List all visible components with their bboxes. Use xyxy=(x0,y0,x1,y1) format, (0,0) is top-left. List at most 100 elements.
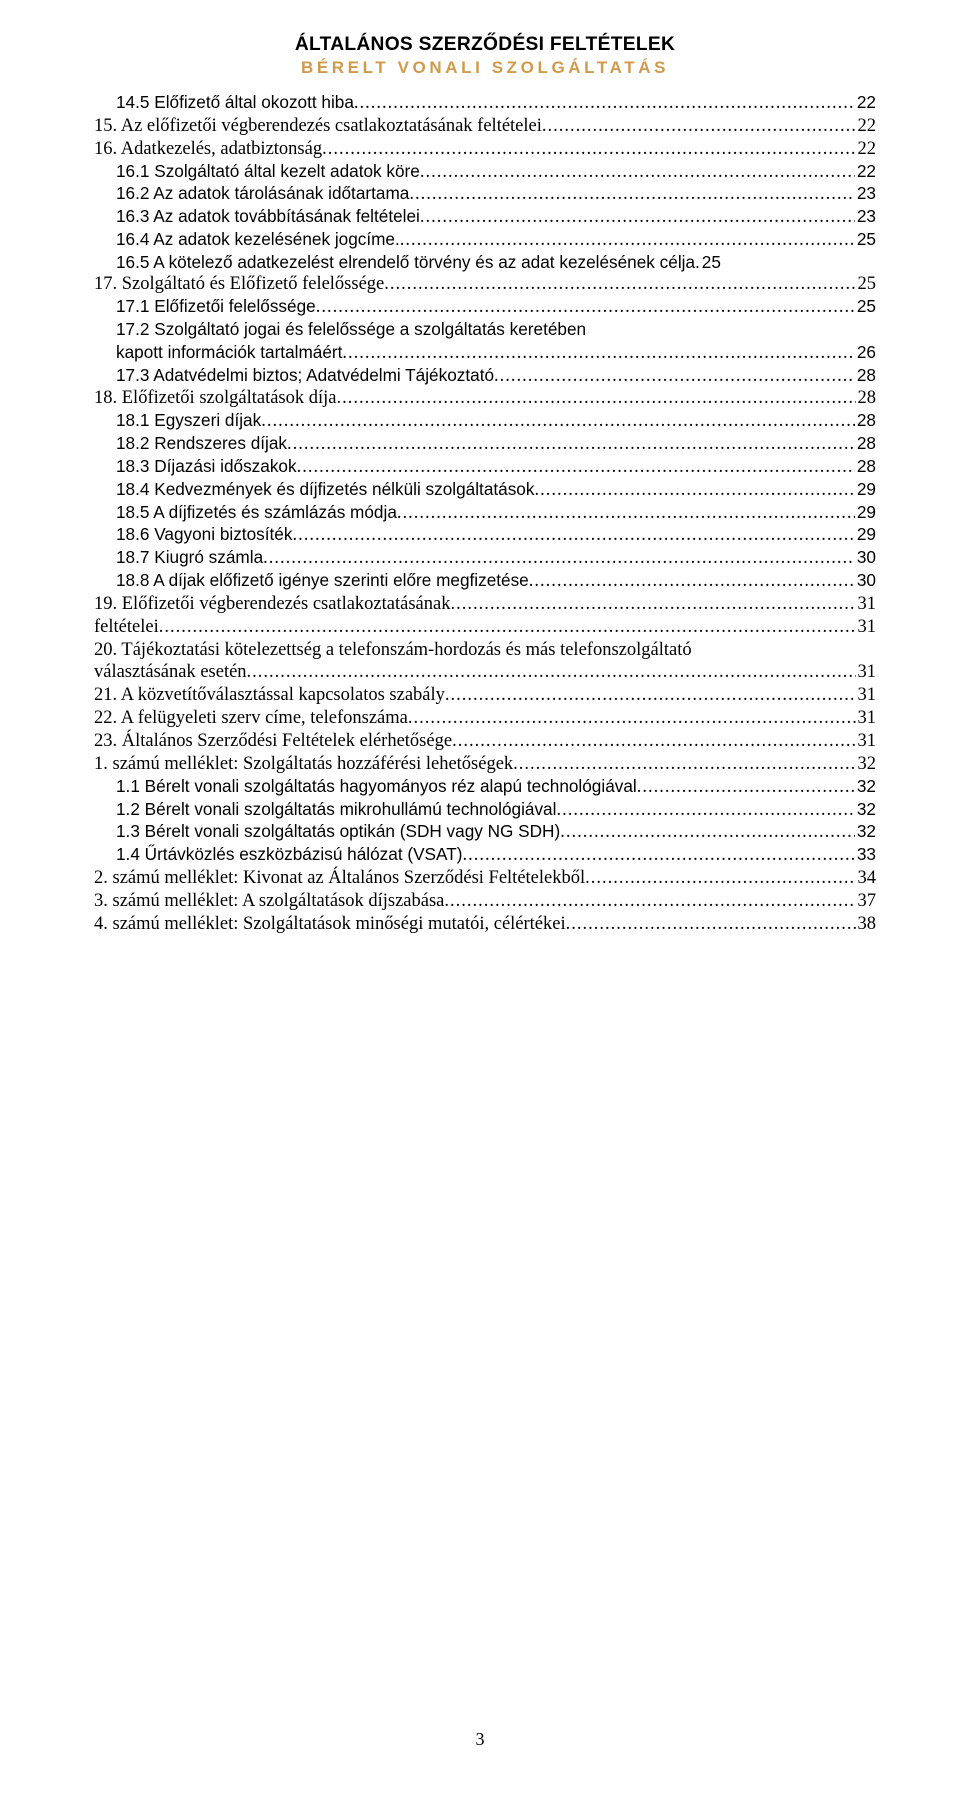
toc-label: 16.5 A kötelező adatkezelést elrendelő t… xyxy=(116,252,700,273)
toc-entry: 18. Előfizetői szolgáltatások díja 28 xyxy=(94,387,876,410)
toc-entry: 16.2 Az adatok tárolásának időtartama 23 xyxy=(94,183,876,206)
toc-label: 17.2 Szolgáltató jogai és felelőssége a … xyxy=(116,319,586,339)
toc-leader-dots xyxy=(534,479,854,502)
toc-page-number: 31 xyxy=(856,661,877,684)
toc-entry: 17. Szolgáltató és Előfizető felelőssége… xyxy=(94,273,876,296)
toc-leader-dots xyxy=(263,547,855,570)
toc-page-number: 31 xyxy=(856,616,877,639)
toc-leader-dots xyxy=(316,296,855,319)
toc-leader-dots xyxy=(585,867,855,890)
toc-label: 17.1 Előfizetői felelőssége xyxy=(116,296,316,317)
toc-leader-dots xyxy=(444,890,855,913)
toc-page-number: 30 xyxy=(855,547,876,568)
toc-leader-dots xyxy=(445,684,856,707)
toc-label: 18.6 Vagyoni biztosíték xyxy=(116,524,292,545)
toc-leader-dots xyxy=(542,115,856,138)
toc-leader-dots xyxy=(566,913,856,936)
toc-entry: 3. számú melléklet: A szolgáltatások díj… xyxy=(94,890,876,913)
toc-page-number: 29 xyxy=(855,502,876,523)
toc-page-number: 28 xyxy=(855,433,876,454)
toc-page-number: 25 xyxy=(855,296,876,317)
toc-leader-dots xyxy=(420,161,855,184)
toc-page-number: 31 xyxy=(856,730,877,753)
toc-page-number: 38 xyxy=(856,913,877,936)
toc-label: 22. A felügyeleti szerv címe, telefonszá… xyxy=(94,707,408,730)
toc-label: 23. Általános Szerződési Feltételek elér… xyxy=(94,730,452,753)
toc-label: 16.4 Az adatok kezelésének jogcíme. xyxy=(116,229,400,250)
toc-entry: 18.3 Díjazási időszakok 28 xyxy=(94,456,876,479)
toc-entry: 1. számú melléklet: Szolgáltatás hozzáfé… xyxy=(94,753,876,776)
toc-page-number: 32 xyxy=(855,799,876,820)
toc-page-number: 30 xyxy=(855,570,876,591)
toc-page-number: 31 xyxy=(856,684,877,707)
toc-page-number: 22 xyxy=(855,92,876,113)
toc-entry: 23. Általános Szerződési Feltételek elér… xyxy=(94,730,876,753)
toc-page-number: 32 xyxy=(855,776,876,797)
toc-leader-dots xyxy=(452,730,855,753)
page-number: 3 xyxy=(0,1729,960,1750)
toc-label: 20. Tájékoztatási kötelezettség a telefo… xyxy=(94,640,692,660)
toc-entry: 16.1 Szolgáltató által kezelt adatok kör… xyxy=(94,161,876,184)
toc-leader-dots xyxy=(513,753,855,776)
toc-label: 18.7 Kiugró számla xyxy=(116,547,263,568)
toc-label: 16. Adatkezelés, adatbiztonság xyxy=(94,138,322,161)
toc-entry: 16.4 Az adatok kezelésének jogcíme. 25 xyxy=(94,229,876,252)
toc-entry: 1.4 Űrtávközlés eszközbázisú hálózat (VS… xyxy=(94,844,876,867)
toc-page-number: 26 xyxy=(855,342,876,363)
toc-entry: 18.4 Kedvezmények és díjfizetés nélküli … xyxy=(94,479,876,502)
document-page: ÁLTALÁNOS SZERZŐDÉSI FELTÉTELEK BÉRELT V… xyxy=(0,0,960,1796)
toc-page-number: 29 xyxy=(855,524,876,545)
toc-page-number: 32 xyxy=(855,821,876,842)
toc-leader-dots xyxy=(384,273,855,296)
toc-leader-dots xyxy=(450,593,855,616)
toc-page-number: 25 xyxy=(856,273,877,296)
toc-label: 18. Előfizetői szolgáltatások díja xyxy=(94,387,337,410)
toc-entry: 18.6 Vagyoni biztosíték 29 xyxy=(94,524,876,547)
toc-leader-dots xyxy=(637,776,855,799)
toc-label: 2. számú melléklet: Kivonat az Általános… xyxy=(94,867,585,890)
toc-entry: 14.5 Előfizető által okozott hiba 22 xyxy=(94,92,876,115)
toc-label: 16.1 Szolgáltató által kezelt adatok kör… xyxy=(116,161,420,182)
toc-label: 4. számú melléklet: Szolgáltatások minős… xyxy=(94,913,566,936)
toc-leader-dots xyxy=(159,616,856,639)
toc-entry: 18.5 A díjfizetés és számlázás módja 29 xyxy=(94,502,876,525)
toc-label: 19. Előfizetői végberendezés csatlakozta… xyxy=(94,593,450,616)
toc-leader-dots xyxy=(420,206,855,229)
toc-label: 1.3 Bérelt vonali szolgáltatás optikán (… xyxy=(116,821,560,842)
toc-label: 15. Az előfizetői végberendezés csatlako… xyxy=(94,115,542,138)
toc-leader-dots xyxy=(494,365,855,388)
toc-leader-dots xyxy=(408,707,856,730)
toc-entry: 18.8 A díjak előfizető igénye szerinti e… xyxy=(94,570,876,593)
toc-page-number: 25 xyxy=(855,229,876,250)
toc-entry: 16. Adatkezelés, adatbiztonság 22 xyxy=(94,138,876,161)
toc-entry: feltételei 31 xyxy=(94,616,876,639)
toc-leader-dots xyxy=(247,661,856,684)
toc-page-number: 23 xyxy=(855,183,876,204)
toc-label: 1.2 Bérelt vonali szolgáltatás mikrohull… xyxy=(116,799,556,820)
toc-leader-dots xyxy=(560,821,855,844)
toc-entry: 20. Tájékoztatási kötelezettség a telefo… xyxy=(94,639,876,685)
header-subtitle: BÉRELT VONALI SZOLGÁLTATÁS xyxy=(94,58,876,78)
toc-page-number: 32 xyxy=(856,753,877,776)
toc-leader-dots xyxy=(342,342,854,365)
toc-entry: 2. számú melléklet: Kivonat az Általános… xyxy=(94,867,876,890)
toc-entry: 15. Az előfizetői végberendezés csatlako… xyxy=(94,115,876,138)
toc-leader-dots xyxy=(261,410,855,433)
toc-label: 17.3 Adatvédelmi biztos; Adatvédelmi Táj… xyxy=(116,365,494,386)
toc-leader-dots xyxy=(400,229,855,252)
toc-entry: 22. A felügyeleti szerv címe, telefonszá… xyxy=(94,707,876,730)
toc-page-number: 23 xyxy=(855,206,876,227)
toc-page-number: 22 xyxy=(856,138,877,161)
toc-page-number: 31 xyxy=(856,593,877,616)
toc-entry: 19. Előfizetői végberendezés csatlakozta… xyxy=(94,593,876,616)
toc-label-cont: kapott információk tartalmáért xyxy=(116,342,342,363)
toc-leader-dots xyxy=(297,456,855,479)
toc-leader-dots xyxy=(354,92,855,115)
toc-page-number: 22 xyxy=(855,161,876,182)
toc-page-number: 33 xyxy=(855,844,876,865)
toc-page-number: 29 xyxy=(855,479,876,500)
toc-page-number: 34 xyxy=(856,867,877,890)
toc-leader-dots xyxy=(322,138,855,161)
toc-entry: 18.1 Egyszeri díjak 28 xyxy=(94,410,876,433)
toc-page-number: 28 xyxy=(856,387,877,410)
